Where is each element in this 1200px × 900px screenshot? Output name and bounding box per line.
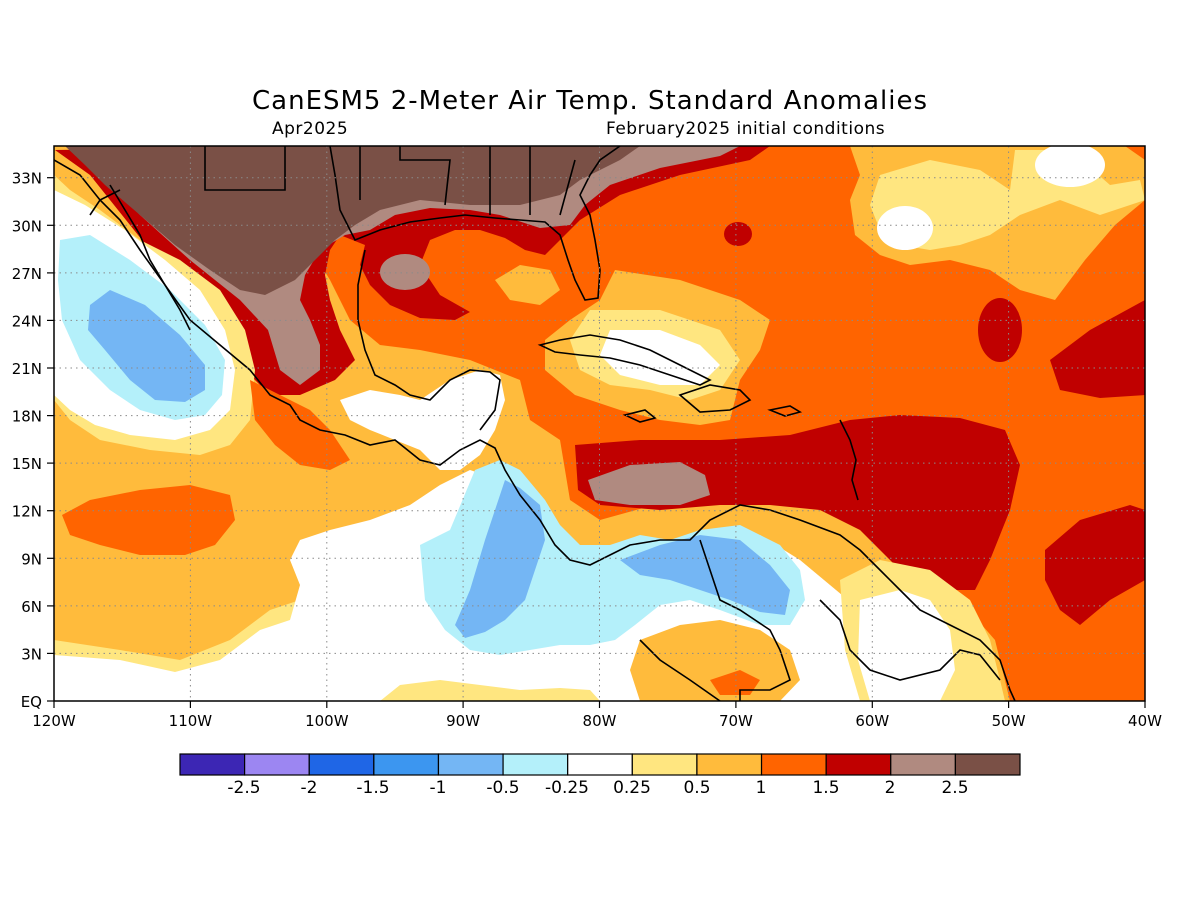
coastline-hispaniola bbox=[678, 384, 752, 413]
lat-label: 18N bbox=[12, 408, 42, 426]
colorbar-label: -1.5 bbox=[356, 778, 389, 798]
shading-1.5-2-small-cell bbox=[724, 222, 752, 246]
colorbar-swatch bbox=[890, 753, 956, 776]
colorbar-label: -1 bbox=[430, 778, 447, 798]
colorbar-swatch bbox=[437, 753, 504, 776]
lat-label: 9N bbox=[21, 550, 42, 568]
shading-neutral-atlantic-2 bbox=[1035, 146, 1105, 187]
forecast-month: Apr2025 bbox=[272, 119, 349, 139]
colorbar-label: -0.5 bbox=[486, 778, 519, 798]
lat-label: 24N bbox=[12, 312, 42, 330]
colorbar-swatch bbox=[760, 753, 827, 776]
shading-neutral-atlantic-1 bbox=[877, 206, 933, 250]
lon-label: 90W bbox=[446, 712, 480, 730]
coastline-mexico-gulf bbox=[329, 146, 621, 301]
shading-2-2.5-gulf-cell bbox=[380, 254, 430, 290]
colorbar-swatch bbox=[567, 753, 633, 776]
colorbar: -2.5 -2 -1.5 -1 -0.5 -0.25 0.25 0.5 1 1.… bbox=[179, 753, 1021, 798]
colorbar-label: 1.5 bbox=[812, 778, 839, 798]
shading-1-1.5-mexico-coast bbox=[250, 380, 350, 470]
colorbar-label: -2.5 bbox=[227, 778, 260, 798]
lat-label: 12N bbox=[12, 503, 42, 521]
lat-label: 21N bbox=[12, 360, 42, 378]
lat-label: 6N bbox=[21, 598, 42, 616]
colorbar-label: 0.5 bbox=[683, 778, 710, 798]
lon-label: 110W bbox=[169, 712, 213, 730]
lat-label: 30N bbox=[12, 217, 42, 235]
boundary-venezuela bbox=[639, 539, 791, 701]
colorbar-swatch bbox=[696, 753, 763, 776]
colorbar-label: 2 bbox=[885, 778, 896, 798]
initial-conditions: February2025 initial conditions bbox=[606, 119, 886, 139]
colorbar-swatch bbox=[631, 753, 698, 776]
shading-1.5-2-atlantic-east bbox=[1050, 300, 1145, 398]
map-title: CanESM5 2-Meter Air Temp. Standard Anoma… bbox=[252, 86, 928, 116]
lat-label: 33N bbox=[12, 170, 42, 188]
lat-label: 27N bbox=[12, 265, 42, 283]
coastline-cuba bbox=[537, 334, 712, 386]
shading-2-2.5-caribbean bbox=[588, 462, 710, 505]
lon-label: 60W bbox=[855, 712, 889, 730]
shading-above-2.5-land bbox=[65, 146, 640, 295]
lon-label: 70W bbox=[719, 712, 753, 730]
shading-neutral-yucatan bbox=[340, 370, 505, 470]
lat-label: EQ bbox=[21, 693, 42, 711]
shading-0.5-1-gulf-pocket bbox=[495, 265, 560, 305]
colorbar-swatch bbox=[954, 753, 1021, 776]
lat-label: 3N bbox=[21, 645, 42, 663]
shading-1-1.5-venezuela-cell bbox=[710, 670, 760, 695]
colorbar-label: 1 bbox=[756, 778, 767, 798]
graticule bbox=[54, 146, 1145, 701]
colorbar-labels: -2.5 -2 -1.5 -1 -0.5 -0.25 0.25 0.5 1 1.… bbox=[227, 778, 968, 798]
boundary-us-states bbox=[204, 146, 576, 216]
shading-1.5-2-caribbean bbox=[575, 415, 1020, 590]
coastline-baja bbox=[89, 184, 191, 331]
colorbar-swatch bbox=[373, 753, 440, 776]
colorbar-swatch bbox=[502, 753, 569, 776]
coastline-jamaica bbox=[622, 409, 657, 423]
lon-label: 120W bbox=[32, 712, 76, 730]
colorbar-swatch bbox=[179, 753, 246, 776]
lon-label: 80W bbox=[583, 712, 617, 730]
coastline-gulf bbox=[54, 159, 1016, 701]
longitude-labels: 120W 110W 100W 90W 80W 70W 60W 50W 40W bbox=[32, 712, 1162, 730]
shading-0-0.5-south-sa bbox=[380, 680, 600, 701]
colorbar-swatch bbox=[825, 753, 892, 776]
shading-1.5-2-atlantic-cell bbox=[978, 298, 1022, 362]
lat-label: 15N bbox=[12, 455, 42, 473]
shading-neg-0.5-colombia bbox=[620, 535, 790, 615]
latitude-labels: EQ 3N 6N 9N 12N 15N 18N 21N 24N 27N 30N … bbox=[12, 170, 42, 711]
colorbar-label: 2.5 bbox=[941, 778, 968, 798]
lon-label: 100W bbox=[305, 712, 349, 730]
colorbar-boxes bbox=[179, 753, 1021, 776]
shading-1-1.5-pacific-cell bbox=[62, 485, 235, 555]
lon-label: 40W bbox=[1128, 712, 1162, 730]
coastline-mexico-east bbox=[357, 249, 501, 431]
anomaly-field bbox=[54, 146, 1145, 701]
coastline-lesser-antilles bbox=[839, 419, 859, 501]
colorbar-label: -0.25 bbox=[545, 778, 589, 798]
colorbar-label: -2 bbox=[301, 778, 318, 798]
coastline-puerto-rico bbox=[767, 405, 803, 417]
shading-1.5-2-east bbox=[1045, 505, 1145, 625]
colorbar-swatch bbox=[244, 753, 310, 776]
colorbar-swatch bbox=[308, 753, 375, 776]
lon-label: 50W bbox=[992, 712, 1026, 730]
colorbar-label: 0.25 bbox=[613, 778, 651, 798]
shading-neg-0.5-pacific bbox=[88, 290, 205, 402]
axis-ticks bbox=[47, 177, 1146, 708]
shading-neg-0.5-central-america bbox=[455, 480, 545, 638]
